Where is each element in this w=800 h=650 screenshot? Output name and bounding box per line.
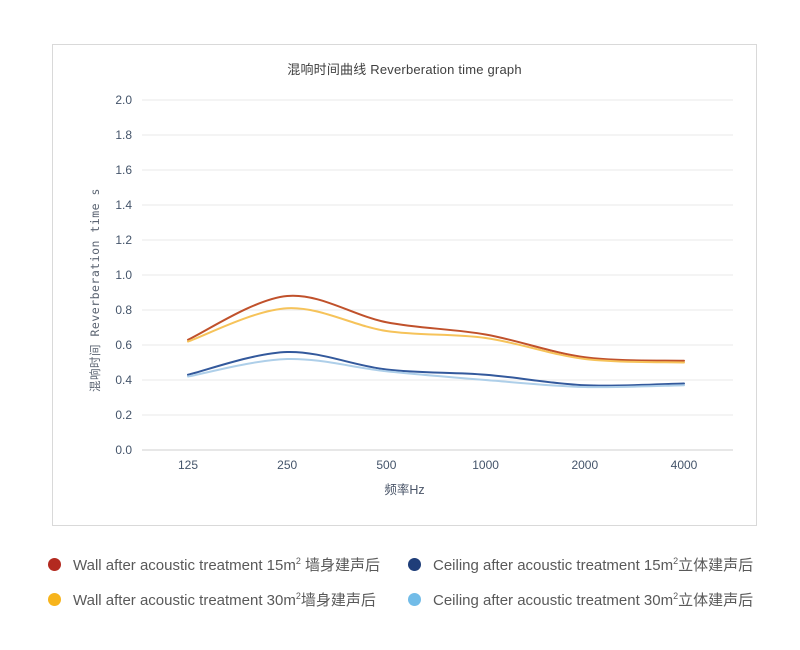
svg-text:2000: 2000 — [571, 458, 598, 472]
svg-text:1.2: 1.2 — [115, 233, 132, 247]
svg-text:1000: 1000 — [472, 458, 499, 472]
y-axis-label: 混响时间 Reverberation time s — [88, 188, 102, 392]
legend-sup: 2 — [673, 555, 679, 566]
svg-text:1.4: 1.4 — [115, 198, 132, 212]
legend-label-zh: 墙身建声后 — [300, 591, 376, 609]
legend-item-wall-30: Wall after acoustic treatment 30m2墙身建声后 — [48, 587, 408, 611]
legend-item-ceiling-15: Ceiling after acoustic treatment 15m2立体建… — [408, 552, 768, 576]
svg-text:0.8: 0.8 — [115, 303, 132, 317]
legend-label-en: Wall after acoustic treatment 15m — [73, 556, 296, 574]
legend-label-zh: 立体建声后 — [678, 591, 754, 609]
x-axis-label: 频率Hz — [384, 483, 425, 497]
svg-text:125: 125 — [178, 458, 198, 472]
svg-text:1.6: 1.6 — [115, 163, 132, 177]
legend-sup: 2 — [295, 590, 301, 601]
legend-label-wall-30: Wall after acoustic treatment 30m2墙身建声后 — [73, 589, 376, 610]
svg-text:1.8: 1.8 — [115, 128, 132, 142]
legend-dot-navy — [408, 557, 421, 571]
legend-dot-yellow — [48, 592, 61, 606]
svg-text:500: 500 — [376, 458, 396, 472]
legend-item-wall-15: Wall after acoustic treatment 15m2 墙身建声后 — [48, 552, 408, 576]
legend-label-en: Ceiling after acoustic treatment 15m — [433, 556, 674, 574]
svg-text:0.0: 0.0 — [115, 443, 132, 457]
legend-label-zh: 墙身建声后 — [300, 556, 381, 574]
legend-sup: 2 — [295, 555, 301, 566]
svg-text:250: 250 — [277, 458, 297, 472]
legend-label-ceiling-30: Ceiling after acoustic treatment 30m2立体建… — [433, 589, 753, 610]
chart-title: 混响时间曲线 Reverberation time graph — [287, 62, 522, 77]
svg-text:0.2: 0.2 — [115, 408, 132, 422]
svg-text:2.0: 2.0 — [115, 93, 132, 107]
legend-dot-red — [48, 557, 61, 571]
legend-label-en: Wall after acoustic treatment 30m — [73, 591, 296, 609]
legend-sup: 2 — [673, 590, 679, 601]
reverberation-time-chart: 0.0 0.2 0.4 0.6 0.8 1.0 1.2 1.4 1.6 1.8 2.0 125 250 5… — [115, 93, 733, 472]
legend-dot-lightblue — [408, 592, 421, 606]
legend-item-ceiling-30: Ceiling after acoustic treatment 30m2立体建… — [408, 587, 768, 611]
svg-text:1.0: 1.0 — [115, 268, 132, 282]
chart-frame: 混响时间曲线 Reverberation time graph 0.0 0.2 0.… — [52, 44, 757, 526]
legend-label-zh: 立体建声后 — [678, 556, 754, 574]
svg-text:4000: 4000 — [671, 458, 698, 472]
svg-text:0.4: 0.4 — [115, 373, 132, 387]
legend-label-en: Ceiling after acoustic treatment 30m — [433, 591, 674, 609]
legend-label-ceiling-15: Ceiling after acoustic treatment 15m2立体建… — [433, 554, 753, 575]
svg-text:0.6: 0.6 — [115, 338, 132, 352]
chart-legend: Wall after acoustic treatment 15m2 墙身建声后… — [48, 552, 768, 611]
legend-label-wall-15: Wall after acoustic treatment 15m2 墙身建声后 — [73, 554, 380, 575]
